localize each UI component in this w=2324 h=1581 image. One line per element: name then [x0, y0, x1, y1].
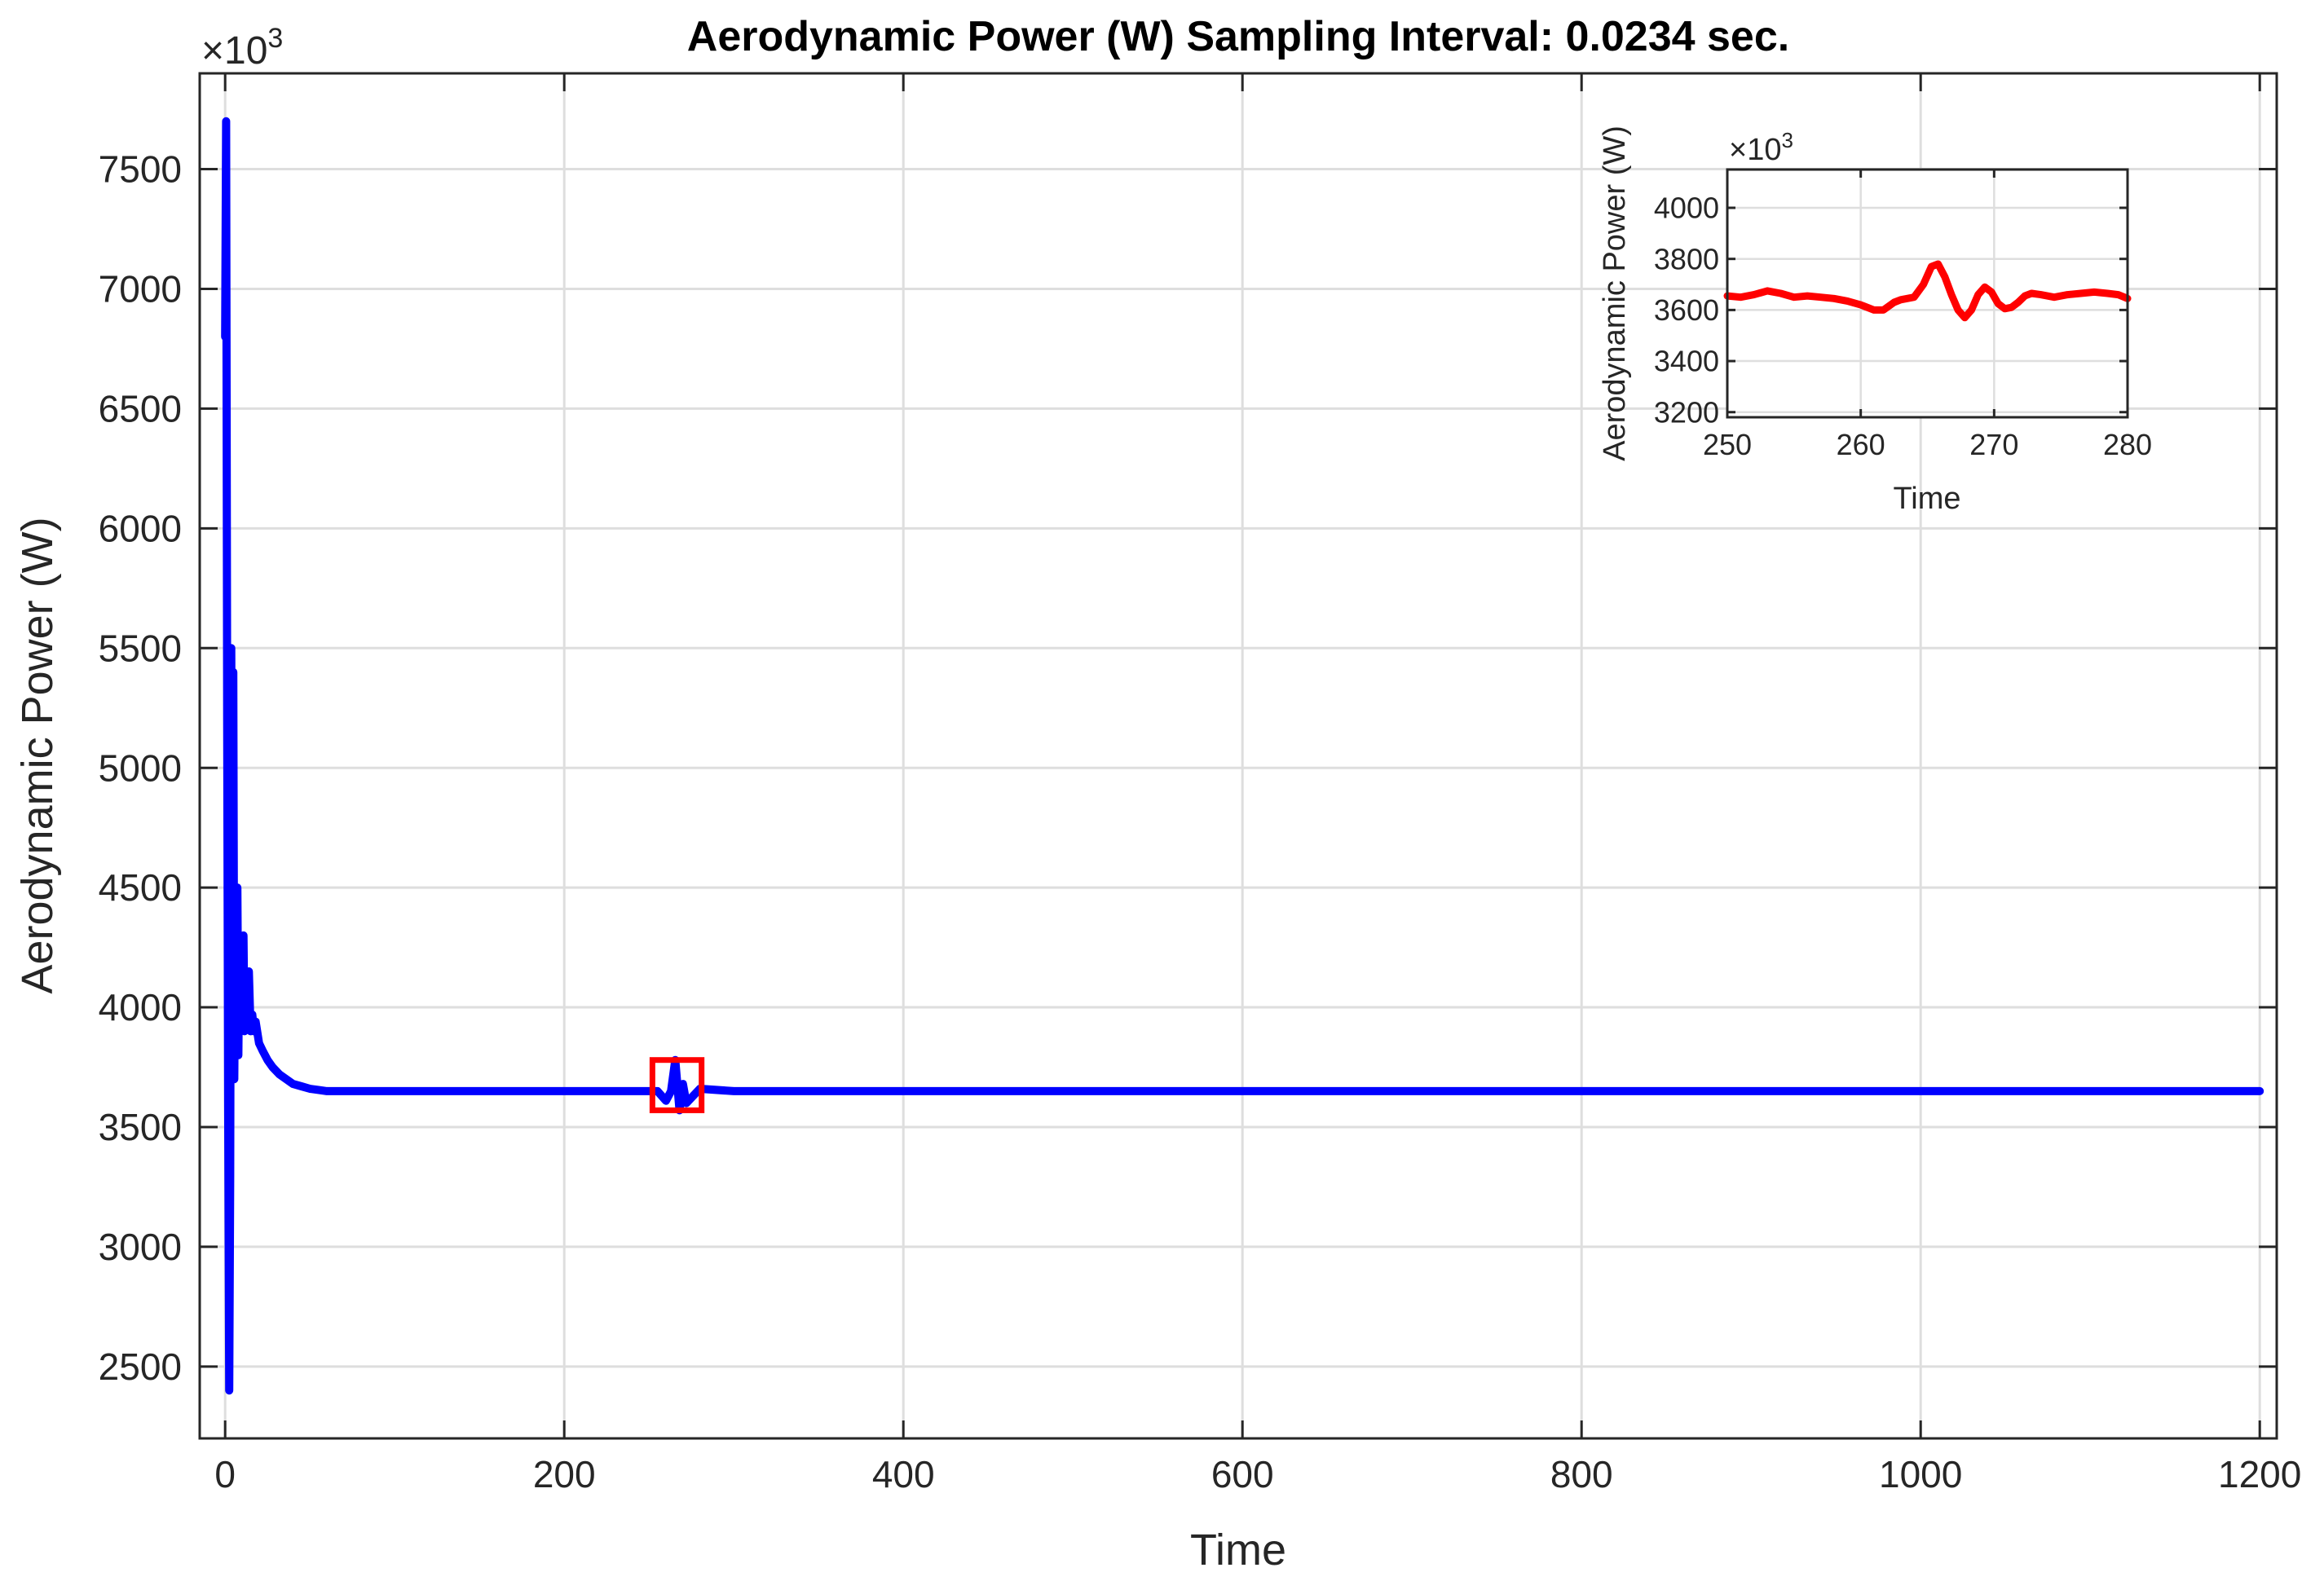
chart-title: Aerodynamic Power (W) Sampling Interval:…	[687, 13, 1789, 60]
main-x-tick-label: 1200	[2218, 1453, 2301, 1495]
inset-x-tick-label: 260	[1837, 428, 1885, 461]
inset-y-tick-label: 3600	[1654, 293, 1719, 327]
main-x-tick-label: 200	[533, 1453, 596, 1495]
main-x-tick-label: 800	[1550, 1453, 1613, 1495]
inset-y-tick-label: 3400	[1654, 345, 1719, 378]
inset-y-tick-label: 3200	[1654, 395, 1719, 429]
inset-x-tick-label: 280	[2103, 428, 2152, 461]
main-tick-marks	[200, 73, 2277, 1438]
inset-axes-frame	[1726, 168, 2129, 419]
main-x-tick-label: 1000	[1879, 1453, 1962, 1495]
main-y-tick-label: 4500	[99, 866, 182, 909]
main-y-tick-labels: 2500 3000 3500 4000 4500 5000 5500 6000 6500 7000…	[99, 148, 182, 1388]
inset-x-tick-label: 250	[1703, 428, 1752, 461]
main-y-tick-label: 4000	[99, 986, 182, 1028]
main-y-tick-label: 3500	[99, 1106, 182, 1148]
inset-y-exponent-power: 3	[1781, 128, 1793, 152]
main-y-axis-label: Aerodynamic Power (W)	[13, 517, 62, 993]
zoom-highlight-box	[649, 1057, 705, 1113]
inset-y-exponent-label: ×103	[1729, 128, 1793, 167]
main-y-tick-label: 6000	[99, 507, 182, 549]
main-y-tick-label: 5000	[99, 746, 182, 789]
main-y-tick-label: 5500	[99, 627, 182, 669]
inset-y-tick-labels: 3200 3400 3600 3800 4000	[1654, 192, 1719, 429]
inset-y-tick-label: 4000	[1654, 192, 1719, 225]
main-axes-frame	[198, 72, 2278, 1440]
inset-y-axis-label: Aerodynamic Power (W)	[1598, 126, 1632, 461]
main-y-tick-label: 3000	[99, 1226, 182, 1268]
main-y-tick-label: 7500	[99, 148, 182, 191]
inset-x-tick-labels: 250 260 270 280	[1703, 428, 2152, 461]
main-plot-lines	[221, 117, 2264, 1395]
inset-y-tick-label: 3800	[1654, 242, 1719, 275]
inset-y-exponent-base: ×10	[1729, 133, 1781, 167]
main-y-tick-label: 2500	[99, 1345, 182, 1388]
main-x-tick-labels: 0 200 400 600 800 1000 1200	[214, 1453, 2301, 1495]
main-y-exponent-label: ×103	[201, 23, 283, 73]
inset-axes: 250 260 270 280 3200 3400 3600 3800 4000 Time A…	[1598, 126, 2152, 516]
main-y-exponent-power: 3	[267, 23, 283, 54]
inset-x-tick-label: 270	[1969, 428, 2018, 461]
inset-x-axis-label: Time	[1893, 482, 1960, 516]
main-x-tick-label: 400	[872, 1453, 935, 1495]
main-y-tick-label: 6500	[99, 388, 182, 430]
main-y-tick-label: 7000	[99, 268, 182, 310]
main-y-exponent-base: ×10	[201, 29, 267, 73]
main-x-tick-label: 600	[1211, 1453, 1274, 1495]
main-x-axis-label: Time	[1190, 1526, 1286, 1574]
main-series-line-0	[221, 117, 2264, 1395]
inset-tick-marks	[1726, 170, 2129, 417]
inset-plot-lines	[1723, 260, 2132, 322]
main-x-tick-label: 0	[214, 1453, 236, 1495]
inset-series-line-0	[1723, 260, 2132, 322]
